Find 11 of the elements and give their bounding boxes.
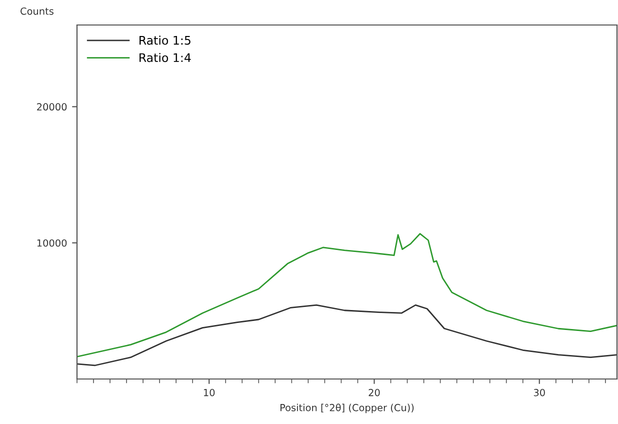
- legend-label: Ratio 1:4: [140, 52, 191, 62]
- y-tick-label: 10000: [37, 239, 67, 247]
- x-axis-title: Position [°2θ] (Copper (Cu)): [280, 404, 414, 414]
- line-series: [77, 304, 617, 366]
- line-series: [77, 233, 617, 358]
- x-tick-label: 30: [534, 388, 545, 396]
- y-tick-label: 20000: [37, 103, 67, 111]
- legend-label: Ratio 1:5: [140, 36, 190, 45]
- x-tick-label: 10: [204, 388, 215, 396]
- x-tick-label: 20: [368, 388, 380, 396]
- y-axis-title: Counts: [20, 7, 54, 15]
